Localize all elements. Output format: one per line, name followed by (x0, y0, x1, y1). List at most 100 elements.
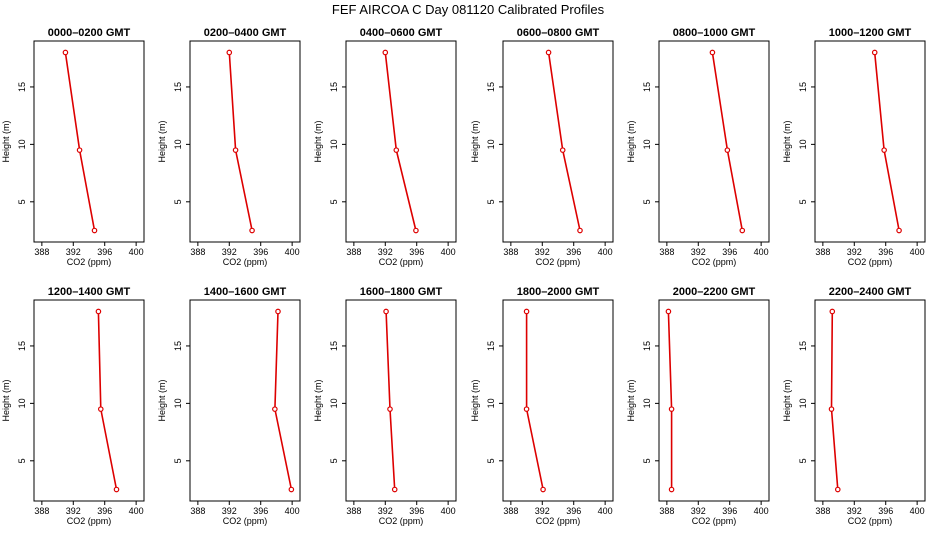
x-tick-label: 388 (503, 506, 518, 516)
y-tick-label: 15 (173, 82, 183, 92)
x-tick-label: 400 (598, 247, 613, 257)
y-tick-label: 5 (17, 199, 27, 204)
x-tick-label: 388 (190, 247, 205, 257)
profile-line (384, 52, 417, 231)
x-axis-label: CO2 (ppm) (223, 257, 268, 267)
x-tick-label: 392 (691, 247, 706, 257)
y-axis-label: Height (m) (313, 379, 323, 421)
profile-line (830, 311, 839, 490)
data-point (545, 49, 552, 56)
x-tick-label: 396 (722, 506, 737, 516)
y-tick-label: 15 (642, 82, 652, 92)
y-tick-label: 10 (798, 139, 808, 149)
y-tick-label: 10 (486, 398, 496, 408)
x-tick-label: 388 (346, 247, 361, 257)
y-axis-label: Height (m) (626, 120, 636, 162)
x-tick-label: 388 (34, 247, 49, 257)
profile-line (97, 311, 118, 490)
y-tick-label: 5 (486, 199, 496, 204)
figure-title: FEF AIRCOA C Day 081120 Calibrated Profi… (332, 2, 605, 17)
panel-title: 1800–2000 GMT (517, 286, 600, 298)
x-tick-label: 392 (66, 247, 81, 257)
panel-title: 1000–1200 GMT (829, 27, 912, 39)
data-point (523, 308, 530, 315)
x-tick-label: 400 (285, 247, 300, 257)
profile-line (873, 52, 900, 231)
y-axis-label: Height (m) (626, 379, 636, 421)
data-point (226, 49, 233, 56)
x-axis-label: CO2 (ppm) (692, 516, 737, 526)
x-tick-label: 388 (34, 506, 49, 516)
data-point (829, 308, 836, 315)
plot-frame (33, 40, 145, 243)
x-tick-label: 396 (253, 506, 268, 516)
plot-frame (658, 40, 770, 243)
x-tick-label: 396 (566, 247, 581, 257)
y-tick-label: 10 (486, 139, 496, 149)
chart-panel: 1000–1200 GMT 388 392 396 400 5 10 15 CO2 (ppm) H… (782, 27, 926, 267)
x-axis-label: CO2 (ppm) (536, 516, 581, 526)
y-axis-label: Height (m) (313, 120, 323, 162)
panel-title: 1200–1400 GMT (48, 286, 131, 298)
x-tick-label: 396 (97, 247, 112, 257)
y-tick-label: 10 (642, 398, 652, 408)
data-point (113, 486, 120, 493)
x-tick-label: 388 (346, 506, 361, 516)
y-axis-label: Height (m) (782, 120, 792, 162)
data-point (76, 147, 83, 153)
chart-panel: 1400–1600 GMT 388 392 396 400 5 10 15 CO2 (ppm) H… (157, 286, 301, 526)
panel-title: 2200–2400 GMT (829, 286, 912, 298)
y-tick-label: 10 (173, 398, 183, 408)
plot-frame (502, 40, 614, 243)
profile-line (228, 52, 253, 231)
y-tick-label: 15 (329, 82, 339, 92)
y-tick-label: 10 (798, 398, 808, 408)
y-axis-label: Height (m) (1, 379, 11, 421)
profile-line (274, 311, 293, 490)
y-axis-label: Height (m) (470, 379, 480, 421)
data-point (91, 227, 98, 234)
x-tick-label: 396 (722, 247, 737, 257)
data-point (896, 227, 902, 234)
data-point (393, 147, 400, 153)
x-tick-label: 392 (847, 247, 862, 257)
data-point (272, 406, 278, 412)
y-tick-label: 5 (798, 199, 808, 204)
y-axis-label: Height (m) (782, 379, 792, 421)
y-tick-label: 10 (17, 139, 27, 149)
data-point (249, 227, 255, 234)
x-tick-label: 392 (66, 506, 81, 516)
data-point (413, 227, 419, 234)
chart-panel: 2000–2200 GMT 388 392 396 400 5 10 15 CO2 (ppm) H… (626, 286, 770, 526)
data-point (834, 486, 841, 493)
panel-grid: 0000–0200 GMT 388 392 396 400 5 10 15 CO2 (ppm) H… (1, 27, 926, 526)
panel-title: 0000–0200 GMT (48, 27, 131, 39)
x-tick-label: 396 (253, 247, 268, 257)
y-tick-label: 5 (486, 458, 496, 463)
y-tick-label: 15 (486, 341, 496, 351)
x-tick-label: 392 (691, 506, 706, 516)
data-point (232, 147, 239, 153)
chart-panel: 0400–0600 GMT 388 392 396 400 5 10 15 CO2 (ppm) H… (313, 27, 457, 267)
plot-frame (33, 299, 145, 502)
data-point (391, 486, 398, 493)
y-tick-label: 15 (486, 82, 496, 92)
x-axis-label: CO2 (ppm) (67, 516, 112, 526)
data-point (559, 147, 566, 153)
profile-line (525, 311, 544, 490)
x-axis-label: CO2 (ppm) (692, 257, 737, 267)
data-point (871, 49, 878, 56)
panel-title: 1400–1600 GMT (204, 286, 287, 298)
panel-title: 0400–0600 GMT (360, 27, 443, 39)
chart-panel: 1800–2000 GMT 388 392 396 400 5 10 15 CO2 (ppm) H… (470, 286, 614, 526)
y-tick-label: 10 (17, 398, 27, 408)
y-tick-label: 5 (173, 199, 183, 204)
x-axis-label: CO2 (ppm) (848, 516, 893, 526)
profile-line (385, 311, 396, 490)
data-point (540, 486, 546, 493)
data-point (724, 147, 731, 153)
x-tick-label: 396 (878, 247, 893, 257)
profile-line (64, 52, 96, 231)
x-tick-label: 396 (566, 506, 581, 516)
y-tick-label: 15 (17, 341, 27, 351)
